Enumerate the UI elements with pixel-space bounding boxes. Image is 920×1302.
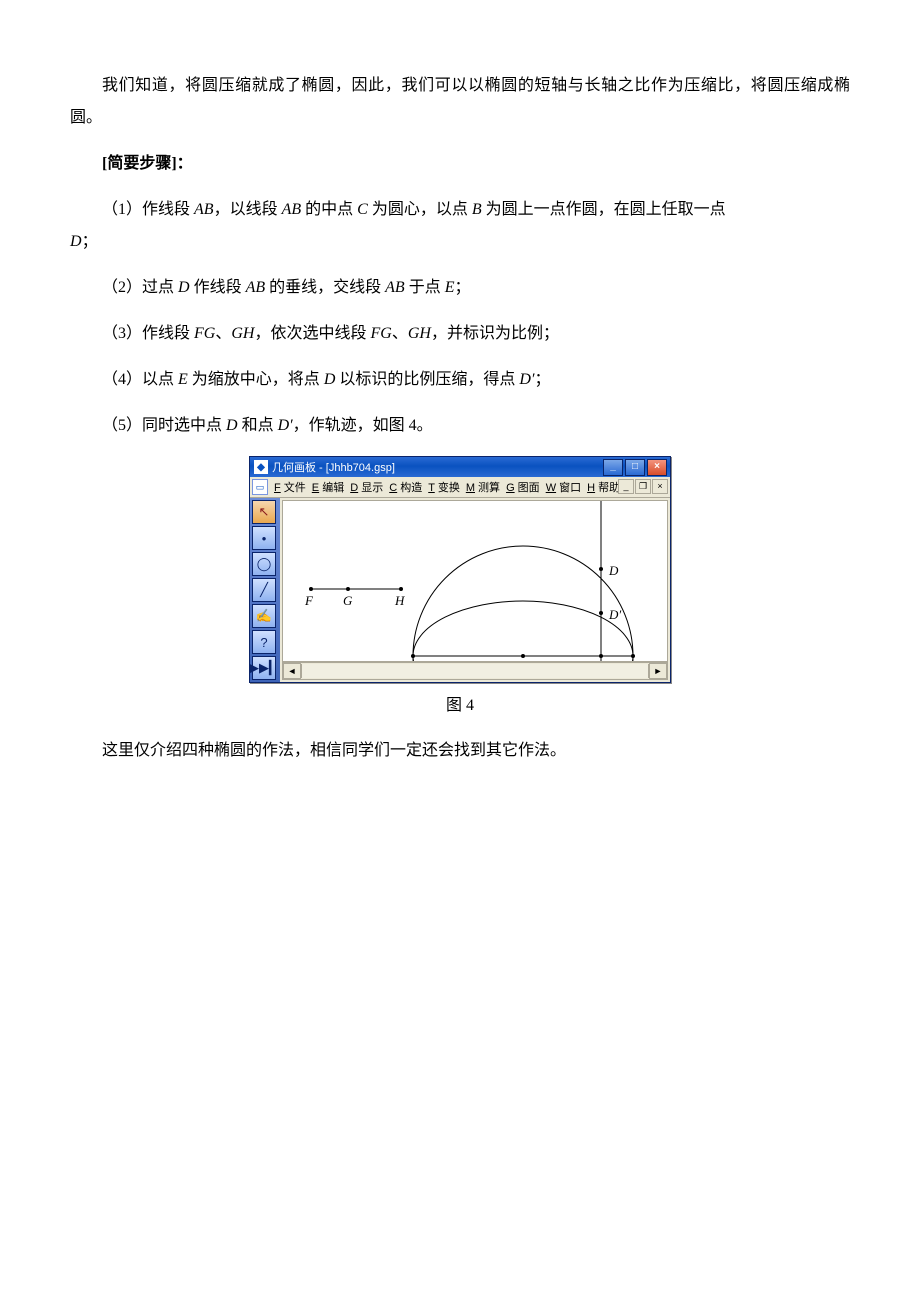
title-bar[interactable]: ◆ 几何画板 - [Jhhb704.gsp] _ □ × xyxy=(250,457,670,477)
text: 于点 xyxy=(405,279,445,296)
menu-c[interactable]: C 构造 xyxy=(387,482,424,494)
point-label-A: A xyxy=(398,661,406,662)
var-AB: AB xyxy=(246,279,266,296)
step-1: （1）作线段 AB，以线段 AB 的中点 C 为圆心，以点 B 为圆上一点作圆，… xyxy=(70,194,850,258)
horizontal-scrollbar[interactable]: ◄ ► xyxy=(282,662,668,680)
var-FG: FG xyxy=(194,325,215,342)
menu-e[interactable]: E 编辑 xyxy=(310,482,346,494)
text: 为圆上一点作圆，在圆上任取一点 xyxy=(482,201,726,218)
text: （5）同时选中点 xyxy=(102,417,226,434)
text: ，以线段 xyxy=(214,201,282,218)
point-label-E: E xyxy=(584,661,592,662)
menu-bar: ▭ F 文件E 编辑D 显示C 构造T 变换M 测算G 图面W 窗口H 帮助 _… xyxy=(250,477,670,498)
text: 和点 xyxy=(238,417,278,434)
var-D: D xyxy=(324,371,336,388)
work-area: ↖•◯╱✍?▶▶▎ ABCEDD′FGH ◄ ► xyxy=(250,498,670,682)
text: （2）过点 xyxy=(102,279,178,296)
var-E: E xyxy=(178,371,188,388)
text: ，并标识为比例； xyxy=(431,325,559,342)
figure-caption: 图 4 xyxy=(70,691,850,715)
circle-tool[interactable]: ◯ xyxy=(252,552,276,576)
step-2: （2）过点 D 作线段 AB 的垂线，交线段 AB 于点 E； xyxy=(70,272,850,304)
var-GH: GH xyxy=(231,325,254,342)
text: 以标识的比例压缩，得点 xyxy=(335,371,519,388)
script-tool[interactable]: ▶▶▎ xyxy=(252,656,276,680)
menu-w[interactable]: W 窗口 xyxy=(544,482,583,494)
maximize-button[interactable]: □ xyxy=(625,459,645,476)
var-Dp: D′ xyxy=(278,417,293,434)
scroll-right-button[interactable]: ► xyxy=(649,663,667,679)
figure-4: ◆ 几何画板 - [Jhhb704.gsp] _ □ × ▭ F 文件E 编辑D… xyxy=(70,456,850,683)
text-tool[interactable]: ✍ xyxy=(252,604,276,628)
var-B: B xyxy=(472,201,482,218)
step-4: （4）以点 E 为缩放中心，将点 D 以标识的比例压缩，得点 D′； xyxy=(70,364,850,396)
var-E: E xyxy=(445,279,455,296)
var-FG: FG xyxy=(370,325,391,342)
text: 、 xyxy=(392,325,408,342)
drawing-canvas[interactable]: ABCEDD′FGH xyxy=(282,500,668,662)
var-D: D xyxy=(226,417,238,434)
text: ； xyxy=(82,233,98,250)
text: 的垂线，交线段 xyxy=(265,279,385,296)
text: （4）以点 xyxy=(102,371,178,388)
step-3: （3）作线段 FG、GH，依次选中线段 FG、GH，并标识为比例； xyxy=(70,318,850,350)
var-Dp: D′ xyxy=(519,371,534,388)
menu-d[interactable]: D 显示 xyxy=(348,482,385,494)
var-GH: GH xyxy=(408,325,431,342)
var-AB: AB xyxy=(385,279,405,296)
steps-header: [简要步骤]： xyxy=(70,148,850,180)
toolbar: ↖•◯╱✍?▶▶▎ xyxy=(250,498,280,682)
menu-g[interactable]: G 图面 xyxy=(504,482,542,494)
scroll-left-button[interactable]: ◄ xyxy=(283,663,301,679)
app-icon: ◆ xyxy=(254,460,268,474)
geometry-svg xyxy=(283,501,667,662)
arrow-tool[interactable]: ↖ xyxy=(252,500,276,524)
text: 为圆心，以点 xyxy=(368,201,472,218)
step-5: （5）同时选中点 D 和点 D′，作轨迹，如图 4。 xyxy=(70,410,850,442)
text: ； xyxy=(455,279,471,296)
text: ，作轨迹，如图 4。 xyxy=(293,417,433,434)
window-title: 几何画板 - [Jhhb704.gsp] xyxy=(272,459,603,475)
var-AB: AB xyxy=(194,201,214,218)
text: 的中点 xyxy=(301,201,357,218)
text: 、 xyxy=(215,325,231,342)
menu-m[interactable]: M 测算 xyxy=(464,482,502,494)
point-label-C: C xyxy=(526,661,535,662)
menu-h[interactable]: H 帮助 xyxy=(585,482,622,494)
gsp-window: ◆ 几何画板 - [Jhhb704.gsp] _ □ × ▭ F 文件E 编辑D… xyxy=(249,456,671,683)
line-tool[interactable]: ╱ xyxy=(252,578,276,602)
mdi-close-button[interactable]: × xyxy=(652,479,668,494)
mdi-restore-button[interactable]: ❐ xyxy=(635,479,651,494)
var-D: D xyxy=(178,279,190,296)
mdi-minimize-button[interactable]: _ xyxy=(618,479,634,494)
menu-t[interactable]: T 变换 xyxy=(426,482,462,494)
menu-f[interactable]: F 文件 xyxy=(272,482,308,494)
intro-paragraph: 我们知道，将圆压缩就成了椭圆，因此，我们可以以椭圆的短轴与长轴之比作为压缩比，将… xyxy=(70,70,850,134)
info-tool[interactable]: ? xyxy=(252,630,276,654)
text: ，依次选中线段 xyxy=(254,325,370,342)
text: （1）作线段 xyxy=(102,201,194,218)
outro-paragraph: 这里仅介绍四种椭圆的作法，相信同学们一定还会找到其它作法。 xyxy=(70,735,850,767)
text: （3）作线段 xyxy=(102,325,194,342)
var-C: C xyxy=(357,201,368,218)
text: ； xyxy=(534,371,550,388)
var-AB: AB xyxy=(282,201,302,218)
point-tool[interactable]: • xyxy=(252,526,276,550)
close-button[interactable]: × xyxy=(647,459,667,476)
mdi-icon: ▭ xyxy=(252,479,268,495)
text: 为缩放中心，将点 xyxy=(188,371,324,388)
text: 作线段 xyxy=(190,279,246,296)
minimize-button[interactable]: _ xyxy=(603,459,623,476)
scroll-track[interactable] xyxy=(301,664,649,678)
point-label-B: B xyxy=(639,661,647,662)
var-D: D xyxy=(70,233,82,250)
